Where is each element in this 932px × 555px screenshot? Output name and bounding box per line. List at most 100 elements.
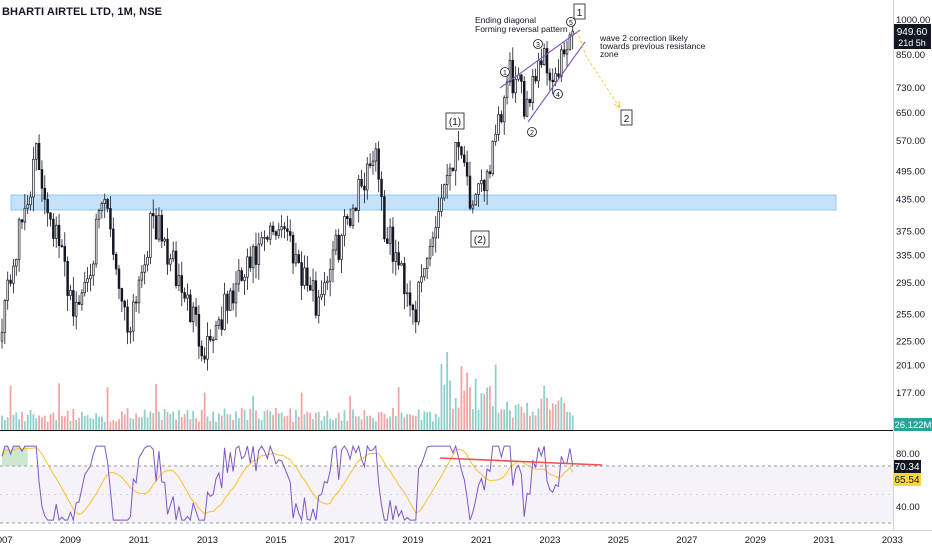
candle	[334, 234, 338, 251]
volume-bar	[89, 418, 92, 430]
volume-bar	[41, 417, 43, 430]
volume-badge-text: 26.122M	[895, 420, 932, 431]
volume-bar	[138, 417, 140, 430]
candle	[283, 226, 286, 230]
volume-bar	[312, 418, 314, 430]
volume-bar	[560, 397, 563, 430]
volume-bar	[243, 409, 246, 430]
volume-bar	[286, 415, 289, 430]
candle	[343, 216, 346, 236]
candle	[560, 49, 563, 77]
volume-bar	[3, 419, 6, 430]
volume-bar	[557, 400, 560, 430]
time-tick-label: 2013	[197, 535, 218, 546]
volume-bar	[46, 421, 49, 430]
axis-labels: 1000.00850.00730.00650.00570.00495.00435…	[0, 15, 930, 546]
price-tick-label: 201.00	[896, 361, 925, 372]
candle	[46, 199, 49, 214]
volume-bar	[95, 413, 98, 430]
volume-bar	[360, 419, 363, 430]
volume-bar	[215, 421, 217, 430]
candle	[214, 325, 218, 340]
candle	[97, 210, 101, 220]
candle	[303, 267, 306, 286]
volume-bar	[563, 403, 566, 430]
volume-bar	[292, 421, 294, 430]
price-tick-label: 850.00	[896, 50, 925, 61]
wave-minor-4-circle	[553, 89, 563, 99]
volume-bar	[160, 419, 163, 430]
wave-major-2-box	[470, 230, 490, 248]
candle	[460, 146, 463, 156]
volume-bar	[303, 414, 306, 430]
candle	[60, 245, 64, 247]
time-tick-label: 2017	[334, 535, 355, 546]
volume-bar	[346, 420, 349, 430]
volume-bar	[523, 412, 526, 430]
time-tick-label: 2009	[60, 535, 81, 546]
volume-bar	[392, 408, 394, 430]
resistance-zone[interactable]	[10, 194, 837, 211]
candle	[562, 49, 566, 55]
candle	[480, 179, 483, 185]
volume-bar	[229, 414, 232, 430]
volume-bar	[81, 411, 83, 430]
candle	[49, 212, 52, 220]
wave-1-box	[573, 3, 586, 20]
candle	[106, 199, 109, 209]
volume-bar	[220, 415, 223, 430]
candle	[420, 276, 423, 283]
forecast-arrowhead	[613, 100, 621, 110]
candle	[465, 162, 469, 177]
volume-bar	[86, 415, 89, 430]
volume-bar	[100, 416, 103, 430]
volume-bar	[195, 418, 197, 430]
wave-major-1-label: (1)	[449, 117, 461, 128]
volume-bar	[78, 417, 80, 430]
candle	[220, 319, 223, 330]
candle	[440, 197, 443, 212]
candle	[354, 207, 358, 211]
candle	[468, 175, 472, 209]
price-tick-label: 570.00	[896, 136, 925, 147]
rsi-tick-label: 80.00	[896, 449, 920, 460]
candle	[137, 279, 141, 304]
candle	[425, 257, 429, 269]
volume-bar	[38, 415, 40, 430]
candle	[123, 300, 126, 308]
candle	[189, 294, 192, 323]
volume-bar	[426, 412, 429, 430]
volume-bar	[306, 411, 309, 430]
candle	[54, 224, 58, 239]
candle	[226, 293, 229, 311]
price-tick-label: 255.00	[896, 309, 925, 320]
volume-bar	[15, 412, 18, 430]
candle	[103, 199, 106, 204]
candle	[249, 256, 252, 269]
candle	[348, 218, 352, 226]
candle	[531, 75, 534, 104]
chart-title: BHARTI AIRTEL LTD, 1M, NSE	[2, 6, 163, 18]
candle	[445, 175, 449, 185]
candle	[157, 214, 161, 240]
candle	[300, 262, 303, 286]
volume-bar	[369, 415, 371, 430]
volume-bar	[32, 414, 35, 430]
volume-bar	[166, 411, 169, 430]
candle	[240, 270, 243, 281]
candle	[408, 292, 412, 306]
candle	[371, 160, 375, 166]
volume-bar	[49, 414, 52, 430]
volume-bar	[43, 415, 46, 430]
volume-bar	[383, 413, 386, 430]
volume-bar	[514, 405, 517, 430]
volume-bar	[449, 380, 451, 430]
wave-minor-3-circle	[533, 39, 543, 49]
volume-bar	[463, 390, 466, 430]
wave-minor-3-label: 3	[536, 42, 540, 49]
volume-bars	[1, 352, 574, 430]
pattern-note-line1: Ending diagonal	[475, 15, 536, 25]
volume-bar	[186, 410, 189, 430]
